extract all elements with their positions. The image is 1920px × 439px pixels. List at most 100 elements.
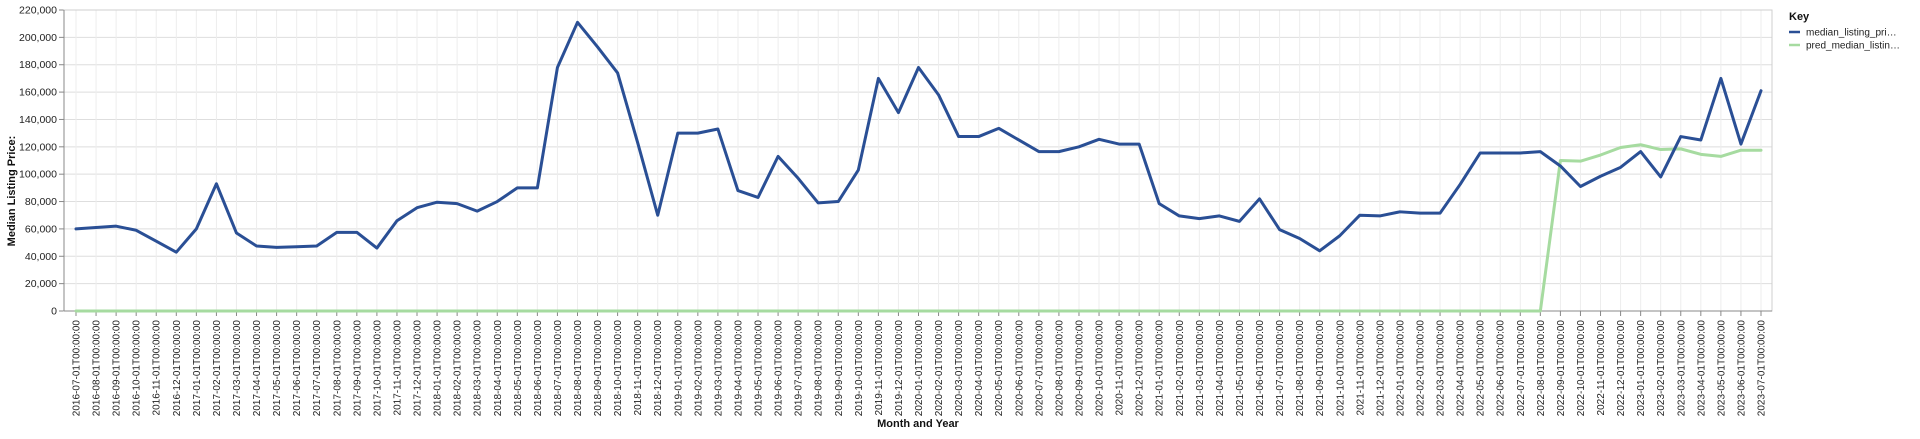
x-tick-label: 2018-12-01T00:00:00 (653, 320, 664, 417)
x-tick-label: 2020-06-01T00:00:00 (1014, 320, 1025, 417)
x-axis-ticks: 2016-07-01T00:00:00 2016-08-01T00:00:00 20… (72, 320, 1768, 417)
x-tick-label: 2022-05-01T00:00:00 (1476, 320, 1487, 417)
x-tick-label: 2017-10-01T00:00:00 (372, 320, 383, 417)
x-tick-label: 2021-02-01T00:00:00 (1175, 320, 1186, 417)
x-tick-label: 2016-10-01T00:00:00 (132, 320, 143, 417)
x-tick-label: 2018-07-01T00:00:00 (553, 320, 564, 417)
y-tick-label: 0 (51, 306, 57, 318)
y-tick-label: 80,000 (25, 196, 57, 208)
x-tick-label: 2020-12-01T00:00:00 (1135, 320, 1146, 417)
x-tick-label: 2017-03-01T00:00:00 (232, 320, 243, 417)
grid-layer (64, 9, 1772, 312)
x-tick-label: 2017-02-01T00:00:00 (212, 320, 223, 417)
legend-label-median: median_listing_pri… (1806, 28, 1897, 39)
axis-layer (59, 9, 1773, 316)
x-tick-label: 2020-04-01T00:00:00 (974, 320, 985, 417)
x-tick-label: 2020-07-01T00:00:00 (1034, 320, 1045, 417)
y-tick-label: 20,000 (25, 278, 57, 290)
x-tick-label: 2018-06-01T00:00:00 (533, 320, 544, 417)
x-tick-label: 2017-04-01T00:00:00 (252, 320, 263, 417)
x-tick-label: 2020-01-01T00:00:00 (914, 320, 925, 417)
x-tick-label: 2022-02-01T00:00:00 (1415, 320, 1426, 417)
x-tick-label: 2020-05-01T00:00:00 (994, 320, 1005, 417)
x-tick-label: 2018-09-01T00:00:00 (593, 320, 604, 417)
x-tick-label: 2016-09-01T00:00:00 (112, 320, 123, 417)
x-tick-label: 2019-11-01T00:00:00 (874, 320, 885, 416)
x-tick-label: 2018-04-01T00:00:00 (493, 320, 504, 417)
x-tick-label: 2022-06-01T00:00:00 (1496, 320, 1507, 417)
x-tick-label: 2021-10-01T00:00:00 (1335, 320, 1346, 417)
x-tick-label: 2020-09-01T00:00:00 (1074, 320, 1085, 417)
x-tick-label: 2021-03-01T00:00:00 (1195, 320, 1206, 417)
x-tick-label: 2023-04-01T00:00:00 (1696, 320, 1707, 417)
x-tick-label: 2018-08-01T00:00:00 (573, 320, 584, 417)
x-tick-label: 2020-11-01T00:00:00 (1115, 320, 1126, 416)
y-tick-label: 120,000 (19, 141, 57, 153)
x-tick-label: 2019-09-01T00:00:00 (834, 320, 845, 417)
x-tick-label: 2017-06-01T00:00:00 (292, 320, 303, 417)
x-tick-label: 2023-01-01T00:00:00 (1636, 320, 1647, 417)
x-tick-label: 2022-11-01T00:00:00 (1596, 320, 1607, 416)
x-tick-label: 2018-01-01T00:00:00 (433, 320, 444, 417)
x-tick-label: 2019-05-01T00:00:00 (754, 320, 765, 417)
x-tick-label: 2022-08-01T00:00:00 (1536, 320, 1547, 417)
x-tick-label: 2019-08-01T00:00:00 (814, 320, 825, 417)
x-tick-label: 2021-05-01T00:00:00 (1235, 320, 1246, 417)
x-tick-label: 2022-09-01T00:00:00 (1556, 320, 1567, 417)
x-tick-label: 2020-02-01T00:00:00 (934, 320, 945, 417)
x-tick-label: 2022-01-01T00:00:00 (1395, 320, 1406, 417)
x-tick-label: 2019-10-01T00:00:00 (854, 320, 865, 417)
x-tick-label: 2019-12-01T00:00:00 (894, 320, 905, 417)
x-tick-label: 2017-12-01T00:00:00 (413, 320, 424, 417)
x-tick-label: 2023-02-01T00:00:00 (1656, 320, 1667, 417)
y-tick-label: 200,000 (19, 32, 57, 44)
legend-label-pred: pred_median_listin… (1806, 41, 1900, 52)
x-tick-label: 2021-12-01T00:00:00 (1375, 320, 1386, 417)
x-tick-label: 2021-11-01T00:00:00 (1355, 320, 1366, 416)
x-tick-label: 2020-10-01T00:00:00 (1095, 320, 1106, 417)
x-tick-label: 2019-06-01T00:00:00 (774, 320, 785, 417)
x-tick-label: 2016-07-01T00:00:00 (72, 320, 83, 417)
x-tick-label: 2023-05-01T00:00:00 (1716, 320, 1727, 417)
x-tick-label: 2017-09-01T00:00:00 (352, 320, 363, 417)
x-tick-label: 2020-03-01T00:00:00 (954, 320, 965, 417)
x-tick-label: 2018-11-01T00:00:00 (633, 320, 644, 416)
x-tick-label: 2022-04-01T00:00:00 (1456, 320, 1467, 417)
y-tick-label: 60,000 (25, 223, 57, 235)
x-tick-label: 2017-07-01T00:00:00 (312, 320, 323, 417)
x-tick-label: 2019-03-01T00:00:00 (713, 320, 724, 417)
x-tick-label: 2016-11-01T00:00:00 (152, 320, 163, 416)
legend: Key median_listing_pri… pred_median_list… (1789, 11, 1900, 52)
x-tick-label: 2018-03-01T00:00:00 (473, 320, 484, 417)
x-tick-label: 2022-10-01T00:00:00 (1576, 320, 1587, 417)
x-tick-label: 2016-12-01T00:00:00 (172, 320, 183, 417)
x-tick-label: 2019-04-01T00:00:00 (733, 320, 744, 417)
x-tick-label: 2017-05-01T00:00:00 (272, 320, 283, 417)
x-tick-label: 2021-08-01T00:00:00 (1295, 320, 1306, 417)
y-tick-label: 220,000 (19, 5, 57, 17)
x-tick-label: 2021-01-01T00:00:00 (1155, 320, 1166, 417)
x-tick-label: 2018-10-01T00:00:00 (613, 320, 624, 417)
x-tick-label: 2020-08-01T00:00:00 (1054, 320, 1065, 417)
y-tick-label: 100,000 (19, 169, 57, 181)
x-tick-label: 2017-01-01T00:00:00 (192, 320, 203, 417)
x-tick-label: 2019-07-01T00:00:00 (794, 320, 805, 417)
x-tick-label: 2017-11-01T00:00:00 (392, 320, 403, 416)
y-tick-label: 140,000 (19, 114, 57, 126)
y-tick-label: 160,000 (19, 87, 57, 99)
x-tick-label: 2023-06-01T00:00:00 (1736, 320, 1747, 417)
x-tick-label: 2021-06-01T00:00:00 (1255, 320, 1266, 417)
x-tick-label: 2023-07-01T00:00:00 (1757, 320, 1768, 417)
series-line-median-listing-price (74, 20, 1763, 254)
x-tick-label: 2023-03-01T00:00:00 (1676, 320, 1687, 417)
y-tick-label: 40,000 (25, 251, 57, 263)
x-tick-label: 2021-04-01T00:00:00 (1215, 320, 1226, 417)
x-tick-label: 2021-07-01T00:00:00 (1275, 320, 1286, 417)
x-tick-label: 2022-07-01T00:00:00 (1516, 320, 1527, 417)
y-axis-title: Median Listing Price: (6, 136, 18, 247)
x-tick-label: 2021-09-01T00:00:00 (1315, 320, 1326, 417)
series-line-pred-median-listing-price (74, 143, 1763, 313)
x-tick-label: 2018-05-01T00:00:00 (513, 320, 524, 417)
x-tick-label: 2018-02-01T00:00:00 (453, 320, 464, 417)
